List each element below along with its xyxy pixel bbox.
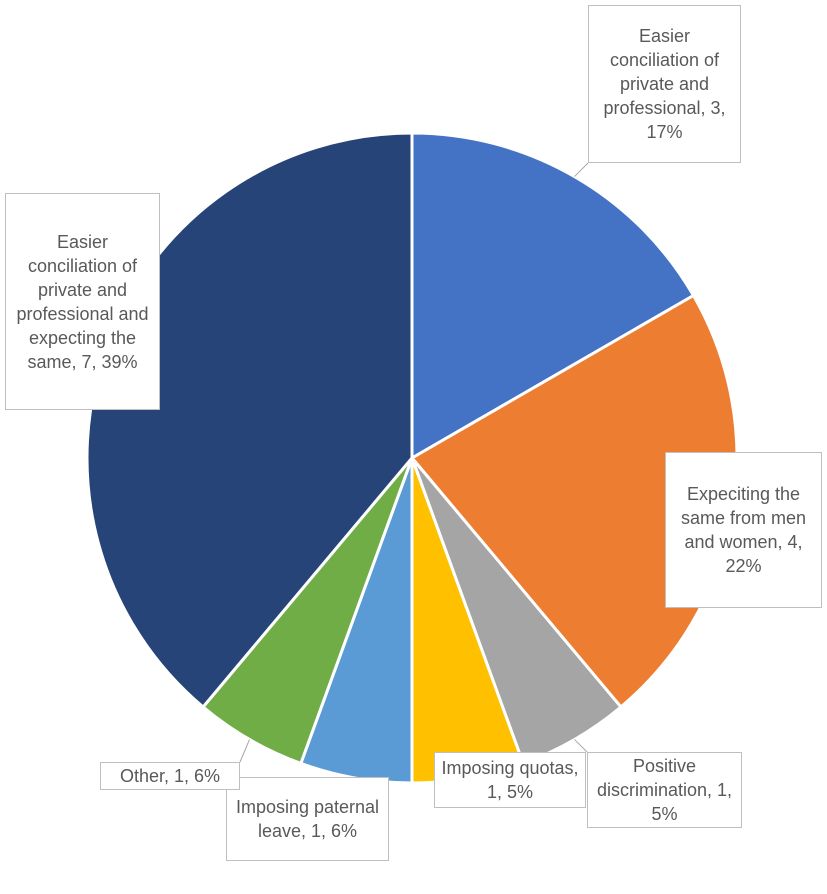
data-label: Expeciting the same from men and women, … [665,452,822,608]
leader-line [239,739,250,763]
pie-slice [410,131,696,461]
leader-line [574,162,589,177]
data-label: Positive discrimination, 1, 5% [587,752,742,828]
data-label: Imposing quotas, 1, 5% [434,752,586,808]
data-label: Other, 1, 6% [100,762,240,790]
data-label: Imposing paternal leave, 1, 6% [226,777,389,861]
data-label: Easier conciliation of private and profe… [5,193,160,410]
leader-line [574,739,588,753]
data-label: Easier conciliation of private and profe… [588,5,741,163]
